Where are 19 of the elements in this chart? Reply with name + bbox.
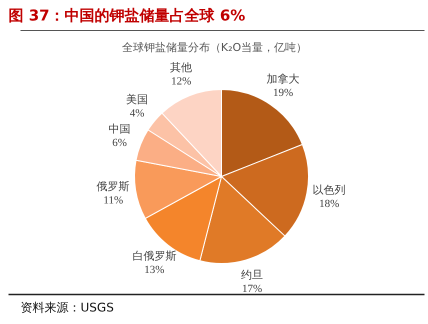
data-label: 13%	[144, 264, 164, 276]
data-label: 6%	[112, 137, 127, 150]
slice-label: 美国	[126, 93, 148, 106]
data-label: 12%	[171, 76, 192, 88]
slice-label: 以色列	[312, 184, 346, 197]
data-label: 17%	[242, 282, 262, 295]
slice-label: 加拿大	[266, 72, 300, 86]
data-label: 4%	[130, 108, 144, 120]
slice-label: 中国	[108, 122, 131, 136]
data-label: 18%	[319, 198, 340, 210]
chart-title: 图 37：中国的钾盐储量占全球 6%	[8, 6, 246, 24]
data-label: 19%	[273, 86, 294, 99]
data-label: 11%	[103, 194, 124, 207]
slice-label: 约旦	[241, 268, 264, 282]
text: 资料来源：USGS	[20, 300, 114, 314]
slice-label: 其他	[170, 61, 192, 74]
chart-subtitle: 全球钾盐储量分布（K₂O当量，亿吨）	[122, 41, 308, 54]
slice-label: 白俄罗斯	[132, 250, 176, 263]
slice-label: 俄罗斯	[96, 180, 130, 194]
